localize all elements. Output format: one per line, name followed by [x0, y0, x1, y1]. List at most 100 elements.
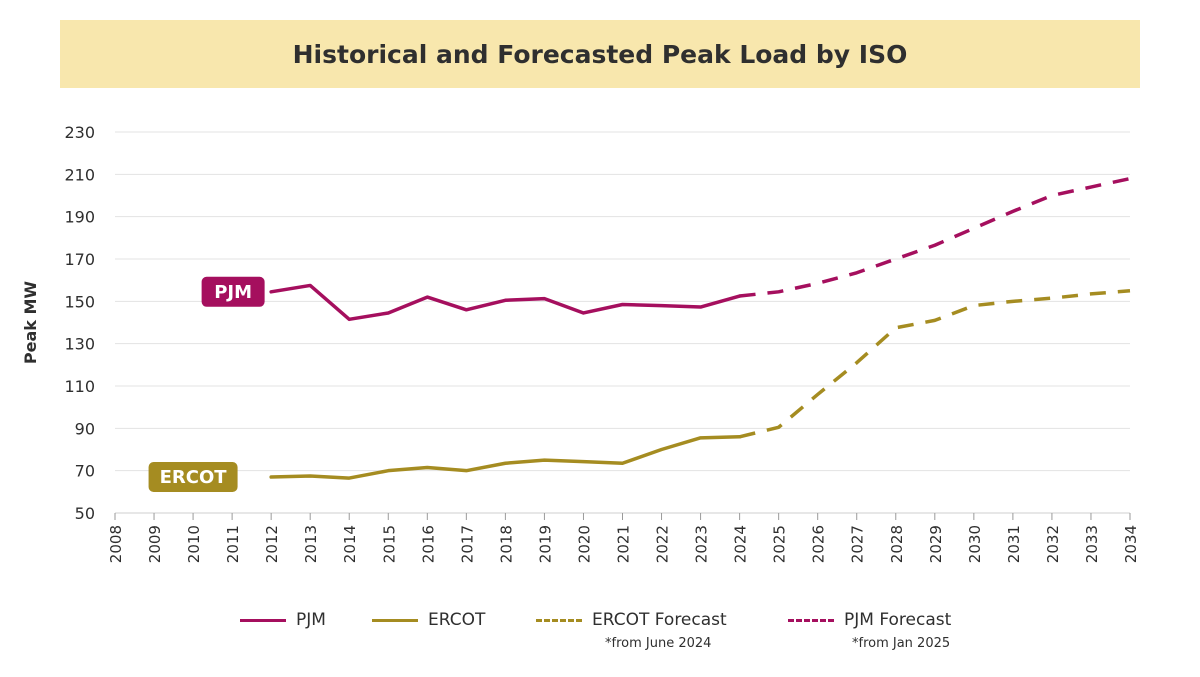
data-point-pjm-forecast-2030 — [972, 226, 976, 230]
x-tick-label: 2011 — [224, 525, 242, 563]
x-tick-label: 2025 — [771, 525, 789, 563]
x-tick-label: 2017 — [458, 525, 476, 563]
data-point-ercot-forecast-2033 — [1089, 292, 1093, 296]
legend-note-ercot-forecast: *from June 2024 — [605, 636, 712, 651]
x-tick-label: 2016 — [419, 525, 437, 563]
y-tick-label: 110 — [64, 377, 95, 396]
data-point-pjm-forecast-2027 — [855, 271, 859, 275]
data-point-pjm-2014 — [347, 317, 351, 321]
data-point-pjm-2022 — [660, 304, 664, 308]
series-line-pjm — [269, 283, 742, 322]
data-point-ercot-2020 — [581, 460, 585, 464]
data-point-pjm-2020 — [581, 311, 585, 315]
x-tick-label: 2018 — [497, 525, 515, 563]
data-point-ercot-2014 — [347, 476, 351, 480]
y-tick-label: 130 — [64, 335, 95, 354]
x-tick-label: 2032 — [1044, 525, 1062, 563]
series-line-pjm-forecast — [739, 176, 1131, 298]
data-point-ercot-2017 — [464, 469, 468, 473]
data-point-pjm-2023 — [699, 305, 703, 309]
data-point-pjm-forecast-2031 — [1011, 209, 1015, 213]
x-tick-label: 2022 — [654, 525, 672, 563]
y-tick-label: 170 — [64, 250, 95, 269]
data-point-pjm-forecast-2024 — [738, 294, 742, 298]
data-point-pjm-forecast-2029 — [933, 243, 937, 247]
data-point-ercot-forecast-2032 — [1050, 296, 1054, 300]
x-tick-label: 2008 — [107, 525, 125, 563]
y-tick-label: 190 — [64, 208, 95, 227]
x-tick-label: 2030 — [966, 525, 984, 563]
chart-title: Historical and Forecasted Peak Load by I… — [292, 39, 908, 69]
y-axis-label: Peak MW — [21, 281, 40, 365]
legend-label-pjm-forecast: PJM Forecast — [844, 610, 952, 630]
x-tick-label: 2015 — [380, 525, 398, 563]
chart-legend: PJM ERCOT ERCOT Forecast *from June 2024… — [0, 610, 1200, 670]
legend-label-ercot-forecast: ERCOT Forecast — [592, 610, 727, 630]
x-tick-label: 2009 — [146, 525, 164, 563]
data-point-ercot-forecast-2029 — [933, 318, 937, 322]
x-tick-label: 2019 — [536, 525, 554, 563]
data-point-pjm-forecast-2034 — [1128, 177, 1132, 181]
y-tick-label: 210 — [64, 165, 95, 184]
y-tick-label: 70 — [75, 462, 95, 481]
data-point-ercot-2023 — [699, 436, 703, 440]
x-tick-label: 2029 — [927, 525, 945, 563]
legend-item-ercot: ERCOT — [372, 610, 485, 630]
x-tick-label: 2034 — [1122, 525, 1140, 563]
x-tick-label: 2021 — [615, 525, 633, 563]
data-point-ercot-2018 — [503, 461, 507, 465]
data-point-ercot-2019 — [542, 458, 546, 462]
x-tick-label: 2026 — [810, 525, 828, 563]
data-point-pjm-2015 — [386, 311, 390, 315]
legend-swatch-ercot-forecast — [536, 618, 582, 622]
data-point-ercot-forecast-2024 — [738, 435, 742, 439]
data-point-pjm-forecast-2033 — [1089, 185, 1093, 189]
data-point-ercot-2022 — [660, 448, 664, 452]
x-tick-label: 2033 — [1083, 525, 1101, 563]
legend-item-pjm: PJM — [240, 610, 326, 630]
y-tick-label: 50 — [75, 504, 95, 523]
x-tick-label: 2014 — [341, 525, 359, 563]
x-tick-label: 2024 — [732, 525, 750, 563]
legend-note-pjm-forecast: *from Jan 2025 — [852, 636, 951, 651]
data-point-pjm-2019 — [542, 297, 546, 301]
x-tick-label: 2027 — [849, 525, 867, 563]
y-tick-label: 150 — [64, 292, 95, 311]
data-point-ercot-2016 — [425, 465, 429, 469]
data-point-ercot-2012 — [269, 475, 273, 479]
legend-item-ercot-forecast: ERCOT Forecast — [536, 610, 727, 630]
data-point-pjm-2016 — [425, 295, 429, 299]
data-point-ercot-forecast-2031 — [1011, 299, 1015, 303]
series-label-badge-ercot — [148, 462, 238, 493]
legend-label-ercot: ERCOT — [428, 610, 486, 630]
y-tick-label: 230 — [64, 123, 95, 142]
data-point-pjm-forecast-2026 — [816, 281, 820, 285]
data-point-ercot-forecast-2025 — [777, 425, 781, 429]
data-point-ercot-forecast-2026 — [816, 392, 820, 396]
series-label-badge-pjm — [201, 276, 265, 307]
series-label-ercot: ERCOT — [160, 467, 228, 488]
data-point-ercot-forecast-2027 — [855, 361, 859, 365]
data-point-ercot-forecast-2030 — [972, 304, 976, 308]
x-tick-label: 2023 — [693, 525, 711, 563]
data-point-pjm-2018 — [503, 298, 507, 302]
data-point-pjm-2021 — [621, 303, 625, 307]
x-tick-label: 2020 — [575, 525, 593, 563]
data-point-ercot-2021 — [621, 461, 625, 465]
x-tick-label: 2028 — [888, 525, 906, 563]
legend-item-pjm-forecast: PJM Forecast — [788, 610, 951, 630]
x-tick-label: 2031 — [1005, 525, 1023, 563]
legend-swatch-pjm — [240, 618, 286, 622]
data-point-pjm-forecast-2028 — [894, 257, 898, 261]
data-point-ercot-2013 — [308, 474, 312, 478]
data-point-pjm-2017 — [464, 308, 468, 312]
data-point-pjm-2013 — [308, 283, 312, 287]
data-point-pjm-forecast-2032 — [1050, 194, 1054, 198]
x-tick-label: 2010 — [185, 525, 203, 563]
data-point-pjm-2012 — [269, 290, 273, 294]
legend-label-pjm: PJM — [296, 610, 326, 630]
data-point-ercot-2015 — [386, 469, 390, 473]
legend-swatch-pjm-forecast — [788, 618, 834, 622]
series-line-ercot — [269, 435, 742, 480]
legend-swatch-ercot — [372, 618, 418, 622]
